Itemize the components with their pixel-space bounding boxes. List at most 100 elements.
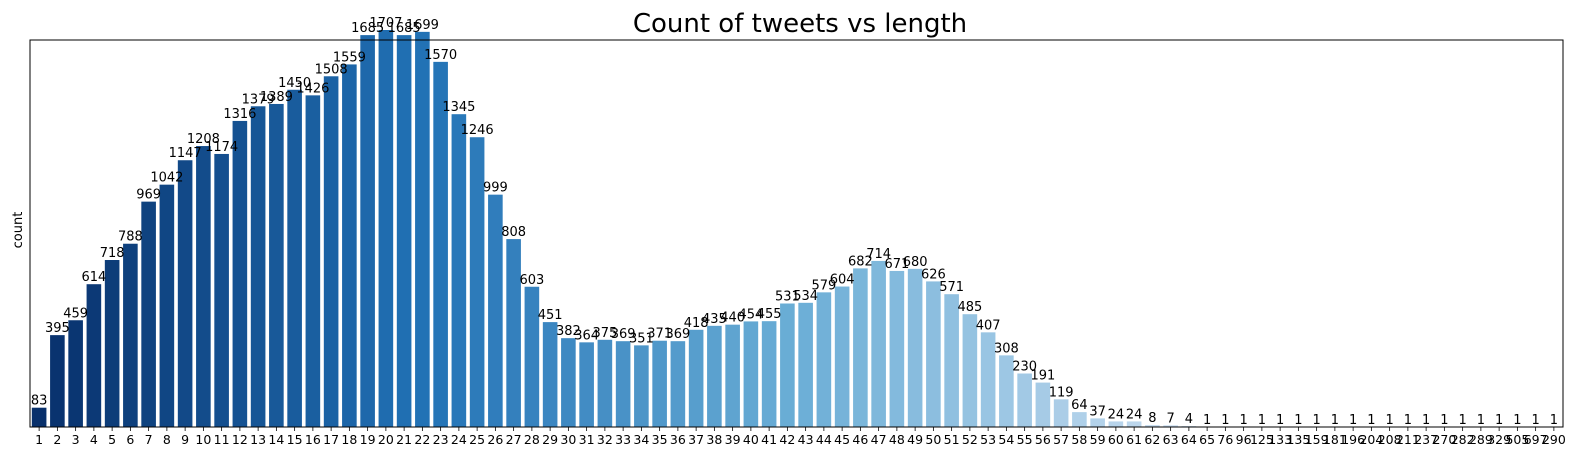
data-label: 37 (1089, 404, 1106, 419)
x-tick-label: 9 (181, 432, 189, 447)
x-tick-label: 65 (1199, 432, 1215, 447)
bar (141, 201, 156, 427)
chart-title: Count of tweets vs length (633, 9, 967, 39)
y-axis-label: count (11, 212, 26, 249)
x-tick-label: 237 (1414, 432, 1438, 447)
x-tick-label: 159 (1305, 432, 1329, 447)
data-label: 680 (903, 255, 928, 270)
bar (214, 153, 229, 427)
data-label: 1 (1312, 413, 1320, 428)
bar (1017, 373, 1032, 427)
x-tick-label: 17 (323, 432, 339, 447)
data-label: 407 (976, 318, 1001, 333)
x-tick-label: 29 (542, 432, 558, 447)
data-label: 364 (574, 328, 599, 343)
x-tick-label: 290 (1542, 432, 1566, 447)
bar (707, 325, 722, 427)
x-tick-label: 52 (962, 432, 978, 447)
x-tick-label: 43 (798, 432, 814, 447)
x-tick-label: 208 (1378, 432, 1402, 447)
x-tick-label: 50 (925, 432, 941, 447)
x-tick-label: 45 (834, 432, 850, 447)
data-label: 626 (921, 267, 946, 282)
x-tick-label: 58 (1071, 432, 1087, 447)
data-label: 454 (738, 307, 763, 322)
x-tick-label: 62 (1144, 432, 1160, 447)
x-tick-label: 289 (1469, 432, 1493, 447)
x-tick-label: 133 (1268, 432, 1292, 447)
x-tick-label: 63 (1163, 432, 1179, 447)
data-label: 1 (1550, 413, 1558, 428)
x-tick-label: 282 (1451, 432, 1475, 447)
data-label: 1 (1513, 413, 1521, 428)
x-tick-label: 49 (907, 432, 923, 447)
data-label: 1 (1221, 413, 1229, 428)
bar (469, 137, 485, 427)
x-tick-label: 697 (1524, 432, 1548, 447)
data-label: 969 (136, 188, 161, 203)
bar (506, 239, 521, 427)
bar (944, 294, 959, 427)
bar (816, 292, 832, 427)
x-tick-label: 7 (145, 432, 153, 447)
x-tick-label: 34 (633, 432, 649, 447)
data-label: 4 (1185, 412, 1193, 427)
x-tick-label: 60 (1108, 432, 1124, 447)
bar (761, 321, 777, 427)
data-label: 1345 (442, 100, 475, 115)
data-label: 614 (81, 270, 106, 285)
data-label: 531 (775, 290, 800, 305)
data-label: 1174 (205, 140, 238, 155)
plot-frame (29, 39, 1564, 428)
x-tick-label: 39 (725, 432, 741, 447)
bar (597, 339, 613, 427)
x-tick-label: 47 (871, 432, 887, 447)
data-label: 808 (501, 225, 526, 240)
data-label: 1379 (242, 92, 275, 107)
data-label: 1 (1404, 413, 1412, 428)
bar (86, 284, 102, 427)
bar (360, 35, 375, 428)
x-tick-label: 54 (998, 432, 1014, 447)
data-label: 440 (720, 311, 745, 326)
bar (1090, 418, 1105, 427)
data-label: 1147 (169, 146, 202, 161)
x-tick-label: 56 (1035, 432, 1051, 447)
data-label: 1 (1239, 413, 1247, 428)
data-label: 1 (1349, 413, 1357, 428)
data-label: 1685 (388, 21, 421, 36)
bar (451, 114, 467, 427)
bar (871, 260, 886, 427)
x-tick-label: 11 (214, 432, 230, 447)
data-label: 64 (1071, 398, 1088, 413)
bar (396, 35, 412, 428)
x-tick-label: 76 (1217, 432, 1233, 447)
data-label: 1 (1367, 413, 1375, 428)
data-label: 230 (1012, 360, 1037, 375)
x-tick-label: 59 (1090, 432, 1106, 447)
bar (962, 314, 978, 427)
data-labels-group: 8339545961471878896910421147120811741316… (31, 16, 1558, 428)
data-label: 485 (957, 300, 982, 315)
x-tick-label: 10 (195, 432, 211, 447)
data-label: 369 (611, 327, 636, 342)
data-label: 999 (483, 181, 508, 196)
bar (561, 338, 576, 427)
x-tick-label: 38 (706, 432, 722, 447)
data-label: 1570 (424, 48, 457, 63)
x-tick-label: 211 (1396, 432, 1420, 447)
x-tick-label: 505 (1505, 432, 1529, 447)
bar (433, 61, 448, 428)
x-tick-label: 40 (743, 432, 759, 447)
data-label: 191 (1030, 369, 1055, 384)
bar (615, 341, 631, 427)
bar (980, 332, 996, 427)
data-label: 418 (684, 316, 709, 331)
data-label: 1 (1203, 413, 1211, 428)
bar (1163, 425, 1178, 427)
x-tick-label: 16 (305, 432, 321, 447)
data-label: 1 (1276, 413, 1284, 428)
bar (889, 270, 905, 427)
bar (907, 268, 923, 427)
